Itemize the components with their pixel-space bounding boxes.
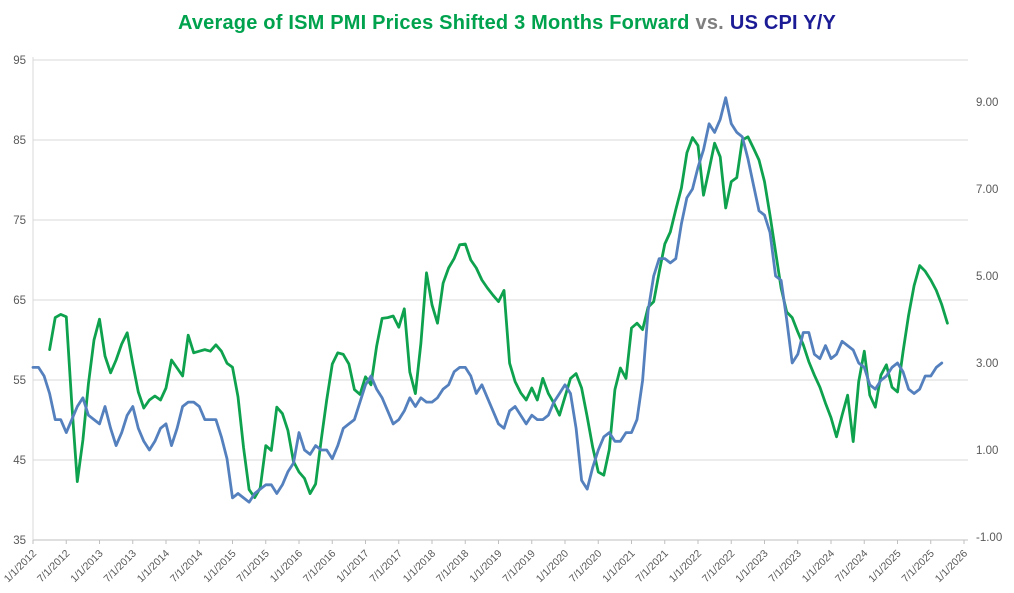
x-axis-label-1/1/2015: 1/1/2015 — [201, 548, 238, 585]
chart-title-cpi-part: US CPI Y/Y — [729, 12, 837, 34]
right-axis-label-5.00: 5.00 — [976, 271, 998, 283]
x-axis-label-7/1/2022: 7/1/2022 — [700, 548, 737, 585]
x-axis-label-1/1/2023: 1/1/2023 — [733, 548, 770, 585]
left-axis-label-55: 55 — [13, 375, 26, 387]
x-axis-label-1/1/2021: 1/1/2021 — [600, 548, 637, 585]
left-axis-label-35: 35 — [13, 535, 26, 547]
left-axis-label-45: 45 — [13, 455, 26, 467]
x-axis-label-7/1/2018: 7/1/2018 — [434, 548, 471, 585]
x-axis-label-7/1/2015: 7/1/2015 — [234, 548, 271, 585]
right-axis-label-7.00: 7.00 — [976, 184, 998, 196]
x-axis-label-7/1/2021: 7/1/2021 — [633, 548, 670, 585]
x-axis-label-7/1/2019: 7/1/2019 — [500, 548, 537, 585]
x-axis-label-7/1/2020: 7/1/2020 — [567, 548, 604, 585]
x-axis-label-7/1/2024: 7/1/2024 — [833, 548, 870, 585]
x-axis-label-7/1/2025: 7/1/2025 — [899, 548, 936, 585]
x-axis-label-7/1/2023: 7/1/2023 — [766, 548, 803, 585]
x-axis-label-1/1/2024: 1/1/2024 — [800, 548, 837, 585]
ism-prices-series-line — [48, 135, 949, 500]
x-axis-label-1/1/2012: 1/1/2012 — [2, 548, 39, 585]
x-axis-label-1/1/2014: 1/1/2014 — [135, 548, 172, 585]
x-axis-label-7/1/2014: 7/1/2014 — [168, 548, 205, 585]
x-axis-label-7/1/2016: 7/1/2016 — [301, 548, 338, 585]
chart-title: Average of ISM PMI Prices Shifted 3 Mont… — [0, 12, 1014, 35]
x-axis-label-1/1/2013: 1/1/2013 — [68, 548, 105, 585]
cpi-series-line — [31, 96, 944, 504]
x-axis-label-1/1/2025: 1/1/2025 — [866, 548, 903, 585]
chart-title-ism-part: Average of ISM PMI Prices Shifted 3 Mont… — [177, 12, 690, 34]
x-axis-label-7/1/2017: 7/1/2017 — [367, 548, 404, 585]
x-axis-label-1/1/2017: 1/1/2017 — [334, 548, 371, 585]
left-axis-label-65: 65 — [13, 295, 26, 307]
right-axis-label-9.00: 9.00 — [976, 97, 998, 109]
right-axis-label-1.00: 1.00 — [976, 445, 998, 457]
x-axis-label-1/1/2022: 1/1/2022 — [667, 548, 704, 585]
right-axis-label-3.00: 3.00 — [976, 358, 998, 370]
x-axis-label-1/1/2018: 1/1/2018 — [401, 548, 438, 585]
x-axis-label-7/1/2012: 7/1/2012 — [35, 548, 72, 585]
x-axis-label-1/1/2019: 1/1/2019 — [467, 548, 504, 585]
left-axis-label-95: 95 — [13, 55, 26, 67]
x-axis-label-1/1/2026: 1/1/2026 — [933, 548, 970, 585]
left-axis-label-75: 75 — [13, 215, 26, 227]
right-axis-label--1.00: -1.00 — [976, 532, 1002, 544]
chart-title-vs-part: vs. — [695, 12, 724, 34]
x-axis-label-7/1/2013: 7/1/2013 — [101, 548, 138, 585]
x-axis-label-1/1/2016: 1/1/2016 — [268, 548, 305, 585]
left-axis-label-85: 85 — [13, 135, 26, 147]
x-axis-label-1/1/2020: 1/1/2020 — [534, 548, 571, 585]
